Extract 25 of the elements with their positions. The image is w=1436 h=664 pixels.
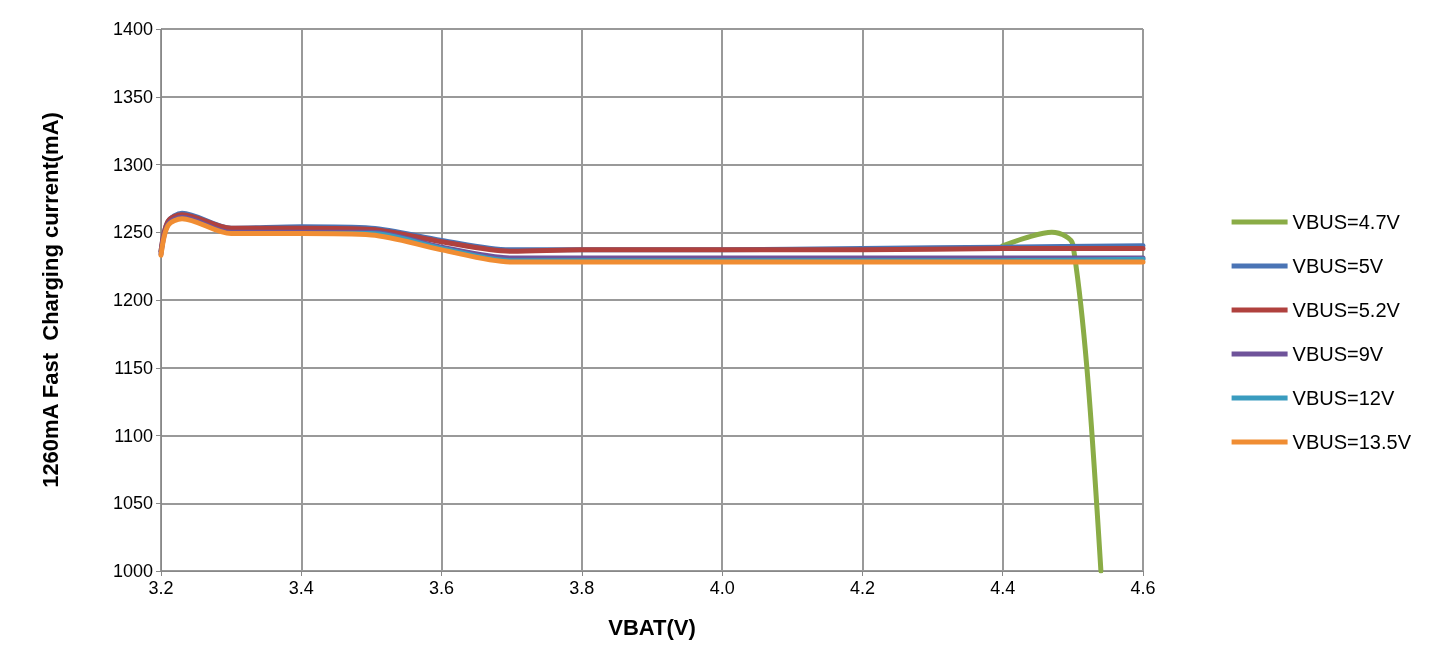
y-tick-label: 1350 (112, 86, 153, 107)
x-tick-label: 3.4 (288, 578, 314, 598)
x-tick-label: 3.6 (429, 578, 455, 598)
y-tick-label: 1050 (112, 493, 153, 514)
x-axis-title: VBAT(V) (608, 614, 696, 640)
legend-label: VBUS=5V (1292, 255, 1384, 277)
x-tick-label: 4.0 (709, 578, 735, 598)
x-tick-label: 3.2 (148, 578, 174, 598)
y-tick-label: 1250 (112, 222, 153, 243)
x-tick-label: 4.6 (1130, 578, 1156, 598)
y-tick-label: 1100 (114, 425, 153, 446)
legend-label: VBUS=5.2V (1292, 299, 1401, 321)
x-tick-label: 4.2 (849, 578, 875, 598)
y-tick-label: 1000 (112, 561, 153, 581)
y-tick-label: 1300 (112, 154, 153, 175)
legend-label: VBUS=4.7V (1292, 211, 1401, 233)
legend-label: VBUS=9V (1292, 343, 1384, 365)
legend-label: VBUS=12V (1292, 387, 1395, 409)
x-tick-label: 3.8 (569, 578, 595, 598)
y-axis-title: 1260mA Fast Charging current(mA) (37, 112, 63, 488)
y-tick-label: 1200 (112, 290, 153, 310)
legend-label: VBUS=13.5V (1292, 431, 1412, 453)
y-tick-label: 1400 (112, 19, 153, 39)
x-tick-label: 4.4 (990, 578, 1016, 598)
y-tick-label: 1150 (114, 357, 153, 378)
